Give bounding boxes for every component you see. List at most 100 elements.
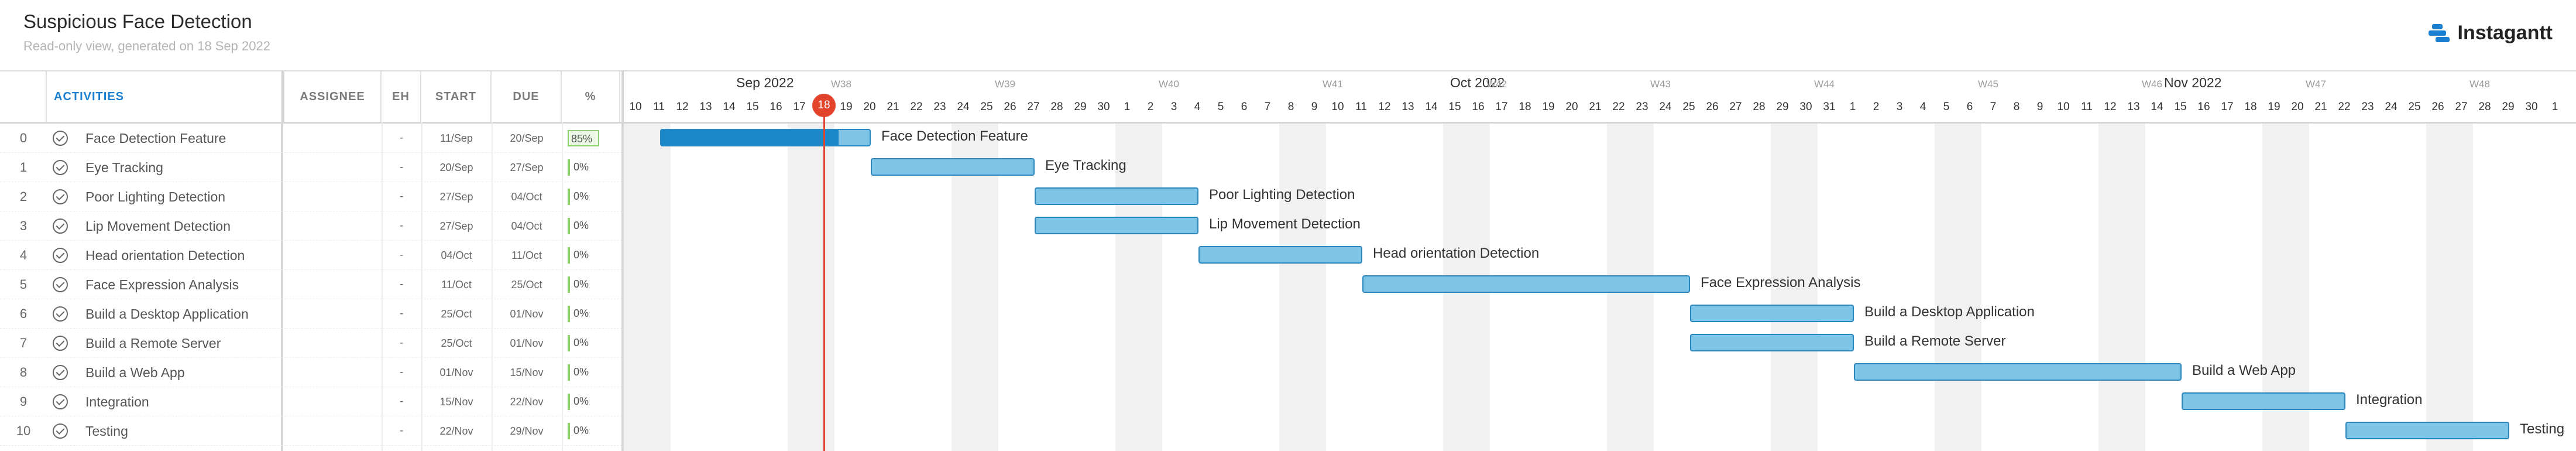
gantt-bar[interactable] (1035, 217, 1198, 234)
column-divider (382, 122, 383, 451)
gantt-bar[interactable] (660, 129, 871, 146)
task-due[interactable]: 29/Nov (510, 425, 544, 437)
table-row[interactable]: 0 Face Detection Feature - 11/Sep 20/Sep 85% (0, 124, 621, 153)
table-row[interactable]: 6 Build a Desktop Application - 25/Oct 01/No… (0, 299, 621, 329)
task-name[interactable]: Testing (85, 423, 128, 439)
gantt-bar[interactable] (1362, 275, 1690, 293)
gantt-bar[interactable] (1198, 246, 1362, 264)
task-start[interactable]: 11/Oct (441, 279, 472, 291)
task-name[interactable]: Build a Desktop Application (85, 306, 249, 322)
task-name[interactable]: Face Detection Feature (85, 131, 226, 146)
task-eh: - (399, 366, 404, 378)
task-start[interactable]: 15/Nov (439, 396, 473, 408)
row-number: 6 (19, 306, 28, 321)
task-start[interactable]: 04/Oct (441, 250, 472, 261)
complete-checkbox-icon[interactable] (53, 131, 68, 146)
task-progress[interactable]: 0% (568, 423, 599, 439)
table-row[interactable]: 2 Poor Lighting Detection - 27/Sep 04/Oct 0% (0, 182, 621, 211)
task-eh: - (399, 395, 404, 408)
task-name[interactable]: Head orientation Detection (85, 248, 245, 263)
row-number: 10 (16, 423, 31, 438)
task-due[interactable]: 20/Sep (510, 132, 544, 144)
task-due[interactable]: 01/Nov (510, 308, 544, 320)
task-name[interactable]: Build a Remote Server (85, 336, 221, 351)
complete-checkbox-icon[interactable] (53, 218, 68, 234)
column-divider (421, 122, 423, 451)
task-name[interactable]: Integration (85, 394, 149, 409)
complete-checkbox-icon[interactable] (53, 248, 68, 263)
task-progress[interactable]: 0% (568, 306, 599, 322)
task-start[interactable]: 01/Nov (439, 367, 473, 378)
task-name[interactable]: Build a Web App (85, 365, 185, 380)
task-progress[interactable]: 0% (568, 276, 599, 293)
task-start[interactable]: 27/Sep (439, 191, 473, 203)
weekend-column (788, 124, 834, 451)
task-start[interactable]: 22/Nov (439, 425, 473, 437)
task-progress[interactable]: 0% (568, 335, 599, 351)
task-progress[interactable]: 0% (568, 189, 599, 205)
header: Suspicious Face Detection Read-only view… (0, 0, 2576, 70)
table-row[interactable]: 5 Face Expression Analysis - 11/Oct 25/Oct 0% (0, 270, 621, 299)
gantt-bar[interactable] (2345, 422, 2509, 439)
task-name[interactable]: Face Expression Analysis (85, 277, 239, 292)
col-header-activities[interactable]: ACTIVITIES (47, 71, 282, 122)
task-due[interactable]: 15/Nov (510, 367, 544, 378)
table-row[interactable]: 8 Build a Web App - 01/Nov 15/Nov 0% (0, 358, 621, 387)
task-name[interactable]: Lip Movement Detection (85, 218, 231, 234)
table-row[interactable]: 1 Eye Tracking - 20/Sep 27/Sep 0% (0, 153, 621, 182)
task-due[interactable]: 04/Oct (511, 191, 542, 203)
task-due[interactable]: 04/Oct (511, 220, 542, 232)
complete-checkbox-icon[interactable] (53, 306, 68, 322)
task-due[interactable]: 01/Nov (510, 337, 544, 349)
task-start[interactable]: 25/Oct (441, 337, 472, 349)
task-due[interactable]: 22/Nov (510, 396, 544, 408)
complete-checkbox-icon[interactable] (53, 423, 68, 439)
col-header-start[interactable]: START (421, 71, 492, 122)
complete-checkbox-icon[interactable] (53, 336, 68, 351)
day-label: 27 (1027, 101, 1040, 113)
day-label: 1 (2551, 101, 2558, 113)
gantt-bar[interactable] (1854, 363, 2182, 381)
task-start[interactable]: 27/Sep (439, 220, 473, 232)
week-label: W43 (1650, 78, 1671, 90)
task-due[interactable]: 25/Oct (511, 279, 542, 291)
task-start[interactable]: 20/Sep (439, 162, 473, 173)
task-name[interactable]: Poor Lighting Detection (85, 189, 226, 204)
gantt-bar[interactable] (1690, 305, 1854, 322)
task-eh: - (399, 161, 404, 173)
task-progress[interactable]: 0% (568, 394, 599, 410)
task-progress[interactable]: 0% (568, 218, 599, 234)
task-start[interactable]: 11/Sep (440, 132, 473, 144)
complete-checkbox-icon[interactable] (53, 277, 68, 292)
task-progress[interactable]: 0% (568, 364, 599, 381)
task-progress[interactable]: 85% (568, 130, 599, 146)
col-header-pct[interactable]: % (562, 71, 620, 122)
table-row[interactable]: 3 Lip Movement Detection - 27/Sep 04/Oct 0% (0, 211, 621, 241)
task-progress[interactable]: 0% (568, 247, 599, 264)
task-progress[interactable]: 0% (568, 159, 599, 176)
col-header-due[interactable]: DUE (492, 71, 562, 122)
task-name[interactable]: Eye Tracking (85, 160, 163, 175)
gantt-bar[interactable] (1690, 334, 1854, 351)
table-row[interactable]: 9 Integration - 15/Nov 22/Nov 0% (0, 387, 621, 416)
complete-checkbox-icon[interactable] (53, 394, 68, 409)
gantt-bar[interactable] (2182, 392, 2345, 410)
complete-checkbox-icon[interactable] (53, 365, 68, 380)
task-start[interactable]: 25/Oct (441, 308, 472, 320)
task-due[interactable]: 27/Sep (510, 162, 544, 173)
table-row[interactable]: 10 Testing - 22/Nov 29/Nov 0% (0, 416, 621, 446)
day-label: 18 (1519, 101, 1531, 113)
weekend-column (1279, 124, 1326, 451)
task-due[interactable]: 11/Oct (511, 250, 542, 261)
gantt-bar[interactable] (871, 158, 1035, 176)
row-number: 3 (19, 218, 28, 233)
gantt-bar[interactable] (1035, 187, 1198, 205)
weekend-column (1115, 124, 1162, 451)
complete-checkbox-icon[interactable] (53, 160, 68, 175)
brand[interactable]: Instagantt (2428, 20, 2553, 46)
table-row[interactable]: 4 Head orientation Detection - 04/Oct 11/Oct… (0, 241, 621, 270)
col-header-assignee[interactable]: ASSIGNEE (282, 71, 382, 122)
col-header-eh[interactable]: EH (382, 71, 421, 122)
complete-checkbox-icon[interactable] (53, 189, 68, 204)
table-row[interactable]: 7 Build a Remote Server - 25/Oct 01/Nov 0% (0, 329, 621, 358)
